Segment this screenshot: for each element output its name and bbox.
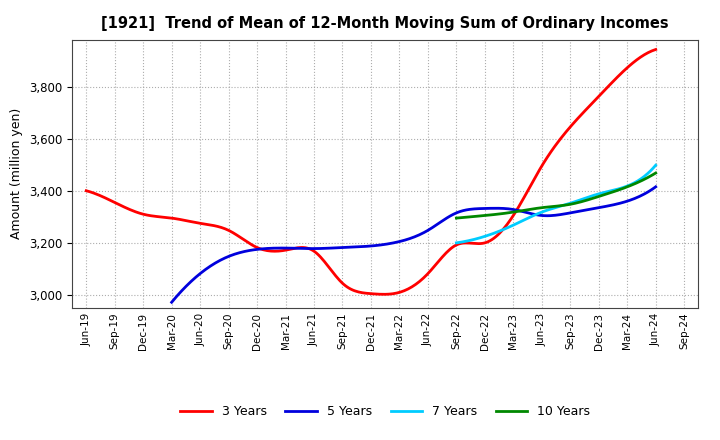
Legend: 3 Years, 5 Years, 7 Years, 10 Years: 3 Years, 5 Years, 7 Years, 10 Years bbox=[176, 400, 595, 423]
Y-axis label: Amount (million yen): Amount (million yen) bbox=[10, 108, 23, 239]
Title: [1921]  Trend of Mean of 12-Month Moving Sum of Ordinary Incomes: [1921] Trend of Mean of 12-Month Moving … bbox=[102, 16, 669, 32]
